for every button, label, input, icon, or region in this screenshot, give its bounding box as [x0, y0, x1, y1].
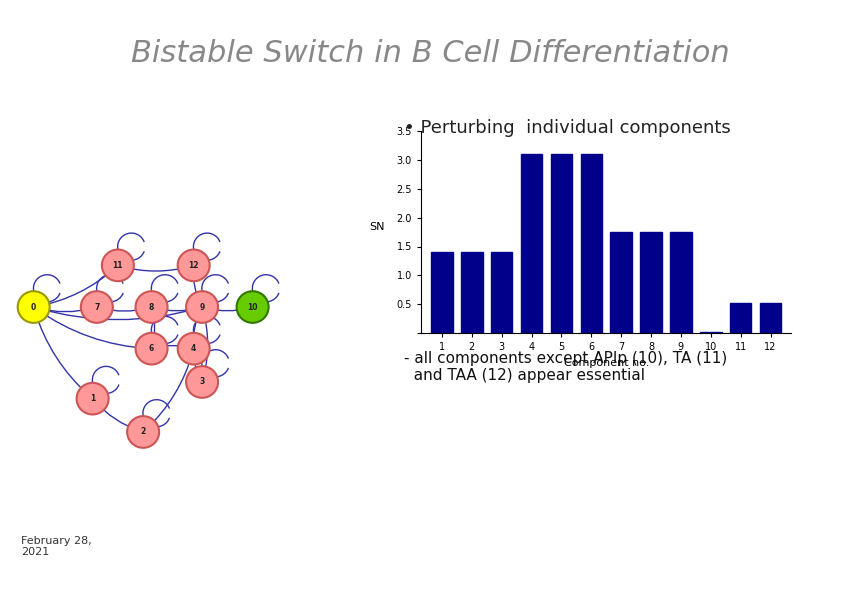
Circle shape [127, 416, 159, 448]
X-axis label: Component no.: Component no. [563, 358, 649, 368]
Text: ROYAL INSTITUTE
OF TECHNOLOGY: ROYAL INSTITUTE OF TECHNOLOGY [38, 90, 80, 101]
Text: 12: 12 [189, 261, 199, 270]
Bar [759, 303, 781, 333]
Text: 9: 9 [200, 302, 205, 312]
Bar [700, 332, 722, 333]
Text: • Perturbing  individual components: • Perturbing individual components [404, 119, 731, 137]
Text: KTH: KTH [41, 52, 77, 67]
Bar [521, 154, 542, 333]
Text: 2: 2 [141, 427, 146, 437]
Text: 7: 7 [94, 302, 99, 312]
Circle shape [77, 383, 109, 415]
Circle shape [178, 249, 210, 281]
Text: 10: 10 [248, 302, 258, 312]
Bar [730, 303, 751, 333]
Circle shape [81, 291, 113, 323]
Circle shape [136, 333, 168, 365]
Text: 1: 1 [90, 394, 95, 403]
Circle shape [136, 291, 168, 323]
Bar [491, 252, 513, 333]
Bar [551, 154, 573, 333]
Bar [670, 232, 691, 333]
Text: 11: 11 [113, 261, 123, 270]
Circle shape [178, 333, 210, 365]
Bar [640, 232, 662, 333]
Text: - all components except APIp (10), TA (11)
  and TAA (12) appear essential: - all components except APIp (10), TA (1… [404, 351, 727, 383]
Circle shape [102, 249, 134, 281]
Bar [461, 252, 482, 333]
Text: 6: 6 [149, 344, 154, 353]
Bar [580, 154, 602, 333]
Text: February 28,
2021: February 28, 2021 [21, 536, 92, 557]
Circle shape [237, 291, 269, 323]
Circle shape [18, 291, 50, 323]
Text: Bistable Switch in B Cell Differentiation: Bistable Switch in B Cell Differentiatio… [131, 39, 729, 68]
Text: 3: 3 [200, 377, 205, 387]
Text: 4: 4 [191, 344, 196, 353]
Circle shape [186, 366, 218, 398]
Bar [431, 252, 453, 333]
Circle shape [186, 291, 218, 323]
Y-axis label: SN: SN [370, 222, 385, 232]
Text: 8: 8 [149, 302, 154, 312]
Bar [610, 232, 632, 333]
Text: 0: 0 [31, 302, 36, 312]
